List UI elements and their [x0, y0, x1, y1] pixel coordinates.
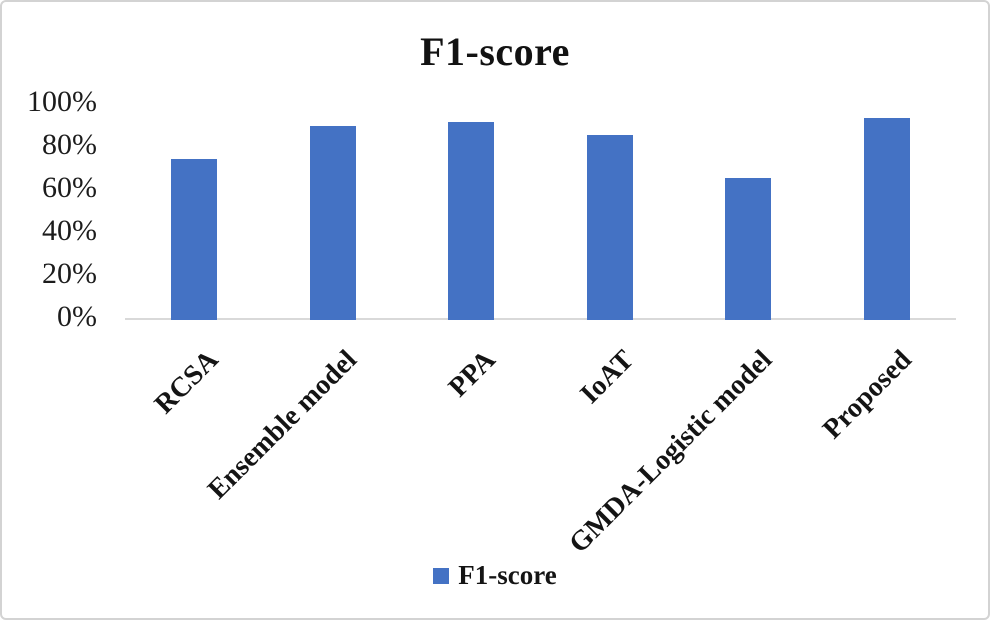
y-axis-tick-label: 40%	[42, 214, 97, 247]
y-axis-tick-label: 80%	[42, 128, 97, 161]
x-axis-label: IoAT	[574, 344, 641, 410]
x-axis-label: Proposed	[816, 344, 918, 446]
x-axis-label: Ensemble model	[202, 344, 364, 506]
legend-label: F1-score	[458, 560, 557, 590]
legend-swatch-f1-score	[433, 567, 450, 584]
bar-ensemble-model	[310, 126, 356, 320]
bar-ppa	[448, 122, 494, 320]
bar-ioat	[587, 135, 633, 320]
y-axis-tick-label: 20%	[42, 257, 97, 290]
bar-rcsa	[171, 159, 217, 320]
y-axis-tick-label: 60%	[42, 171, 97, 204]
legend: F1-score	[2, 560, 988, 591]
y-axis-tick-label: 100%	[27, 85, 97, 118]
x-axis-label: PPA	[442, 344, 502, 404]
bar-gmda-logistic-model	[725, 178, 771, 320]
y-axis-tick-label: 0%	[57, 300, 97, 333]
chart-title: F1-score	[420, 29, 570, 74]
x-axis-line	[125, 318, 956, 320]
bar-proposed	[864, 118, 910, 320]
x-axis-label: RCSA	[148, 344, 225, 421]
